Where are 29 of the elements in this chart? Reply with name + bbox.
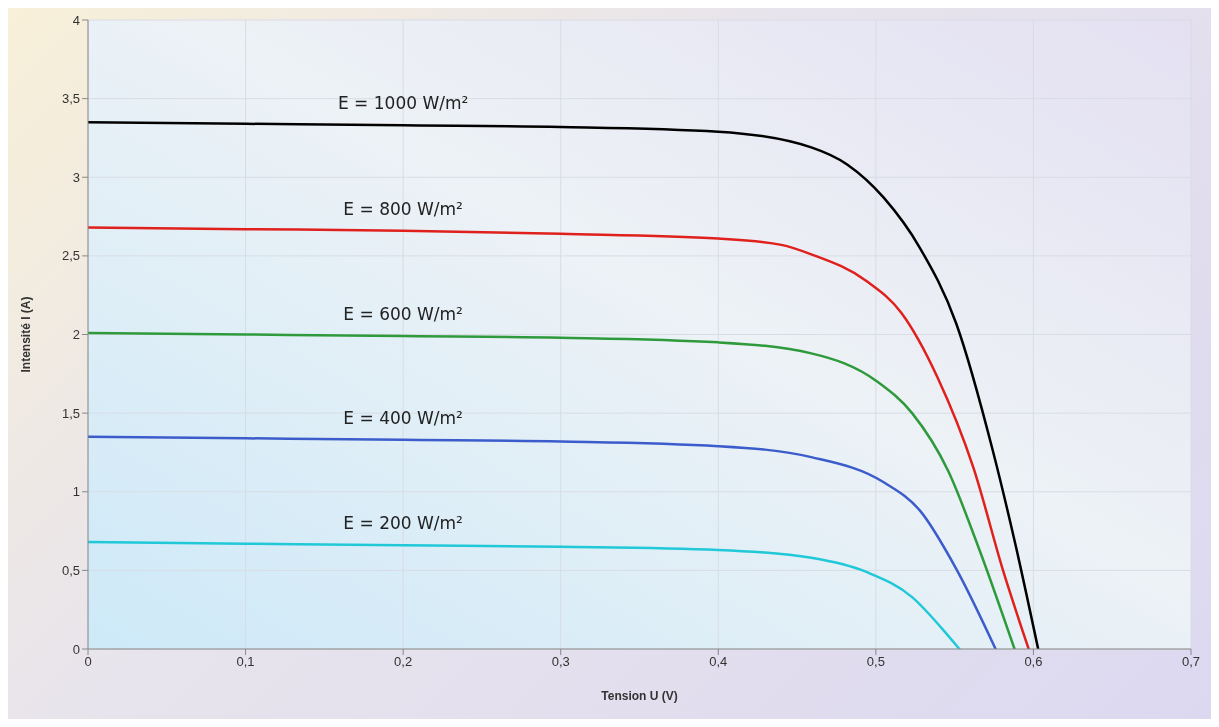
- series-label: E = 1000 W/m²: [337, 93, 469, 114]
- y-tick-label: 0: [72, 641, 80, 657]
- y-tick-label: 1,5: [61, 405, 80, 421]
- x-tick-label: 0,6: [1024, 654, 1043, 670]
- x-tick-label: 0,4: [709, 654, 728, 670]
- series-label: E = 600 W/m²: [343, 304, 463, 325]
- x-tick-label: 0: [84, 654, 92, 670]
- x-tick-label: 0,5: [866, 654, 885, 670]
- y-tick-label: 1: [72, 484, 80, 500]
- y-axis-title: Intensité I (A): [19, 296, 34, 373]
- x-tick-label: 0,3: [551, 654, 570, 670]
- x-tick-label: 0,1: [236, 654, 255, 670]
- y-tick-label: 0,5: [61, 562, 80, 578]
- line-series: [88, 435, 997, 649]
- x-tick-label: 0,2: [394, 654, 413, 670]
- y-tick-label: 2: [72, 327, 80, 343]
- y-tick-label: 3,5: [61, 91, 80, 107]
- line-series: [88, 226, 1030, 649]
- series-label: E = 400 W/m²: [343, 407, 463, 428]
- y-tick-label: 3: [72, 169, 80, 185]
- line-series: [88, 331, 1016, 649]
- line-series: [88, 540, 961, 649]
- series-label: E = 800 W/m²: [343, 198, 463, 219]
- series-label: E = 200 W/m²: [343, 513, 463, 534]
- x-axis-title: Tension U (V): [601, 688, 678, 703]
- y-tick-label: 2,5: [61, 248, 80, 264]
- y-tick-label: 4: [72, 12, 80, 28]
- x-tick-label: 0,7: [1181, 654, 1201, 670]
- line-series: [88, 120, 1040, 649]
